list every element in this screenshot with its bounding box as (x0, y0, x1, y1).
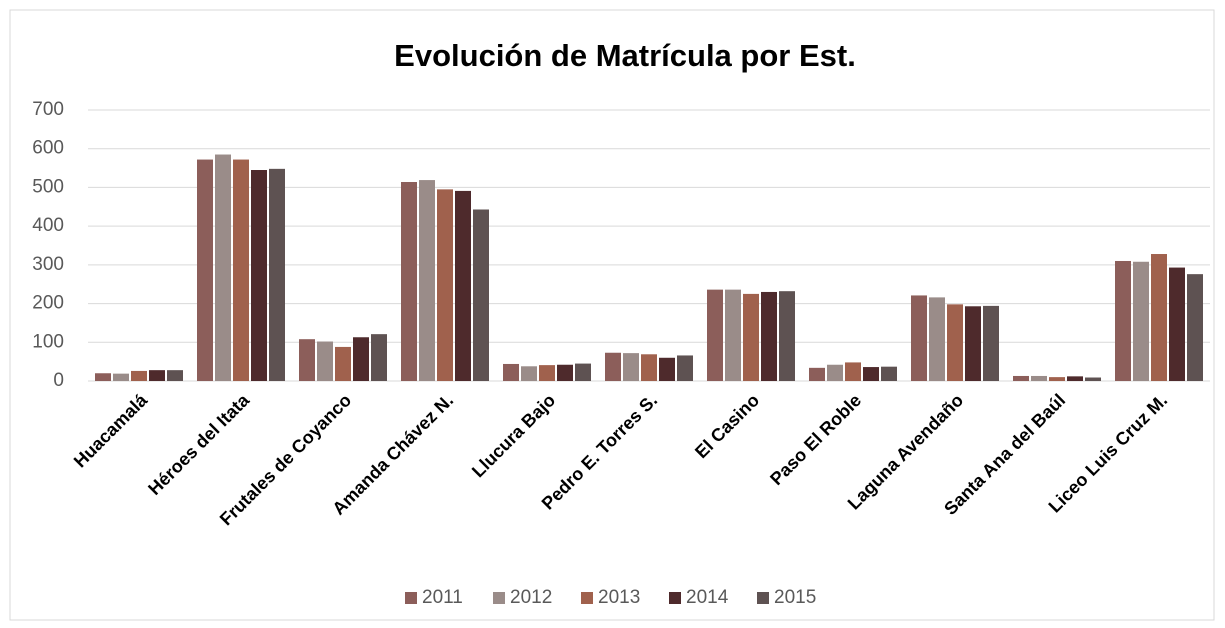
bar (1133, 261, 1149, 381)
legend-label: 2011 (422, 587, 463, 608)
bar (1067, 376, 1083, 381)
legend-swatch (581, 592, 593, 604)
legend-swatch (669, 592, 681, 604)
bar (1115, 260, 1131, 381)
bar (725, 289, 741, 381)
bar (197, 159, 213, 381)
bar (779, 291, 795, 381)
bar (809, 367, 825, 381)
bar (707, 289, 723, 381)
bar (827, 364, 843, 381)
bar (317, 341, 333, 381)
bar (1151, 254, 1167, 381)
y-tick-label: 600 (32, 138, 64, 159)
bar (845, 362, 861, 381)
bar (521, 366, 537, 381)
bar (677, 355, 693, 381)
bar (131, 370, 147, 381)
bar (947, 304, 963, 381)
bar (539, 365, 555, 381)
bar (167, 370, 183, 381)
bar (557, 364, 573, 381)
legend-swatch (405, 592, 417, 604)
bar (743, 293, 759, 381)
bar (95, 373, 111, 381)
legend-label: 2015 (774, 587, 816, 608)
bar (1169, 267, 1185, 381)
bar (473, 209, 489, 381)
bar (575, 363, 591, 381)
bar (149, 370, 165, 381)
bar (881, 366, 897, 381)
chart-frame (9, 9, 1215, 621)
bar (863, 367, 879, 381)
bar (659, 357, 675, 381)
chart-title: Evolución de Matrícula por Est. (394, 38, 856, 73)
bar (251, 170, 267, 381)
bar (1187, 274, 1203, 381)
bar (965, 306, 981, 381)
legend-label: 2013 (598, 587, 640, 608)
bar (641, 354, 657, 381)
bar (503, 363, 519, 381)
bar (269, 168, 285, 381)
y-tick-label: 400 (32, 215, 64, 236)
y-tick-label: 700 (32, 99, 64, 120)
bar (1049, 377, 1065, 381)
bar (1031, 375, 1047, 381)
bar (353, 337, 369, 381)
legend-swatch (757, 592, 769, 604)
bar (299, 339, 315, 381)
y-tick-label: 0 (53, 370, 64, 391)
bar (929, 297, 945, 381)
bar (623, 353, 639, 381)
y-tick-label: 200 (32, 293, 64, 314)
bar (215, 154, 231, 381)
y-tick-label: 500 (32, 176, 64, 197)
bar (605, 352, 621, 381)
legend-label: 2012 (510, 587, 552, 608)
bar (335, 346, 351, 381)
y-tick-label: 100 (32, 331, 64, 352)
bar (419, 180, 435, 381)
bar (401, 182, 417, 381)
bar (1013, 375, 1029, 381)
bar (911, 295, 927, 381)
bar (113, 373, 129, 381)
y-tick-label: 300 (32, 254, 64, 275)
bar (1085, 377, 1101, 381)
legend-swatch (493, 592, 505, 604)
bar (455, 190, 471, 381)
legend-label: 2014 (686, 587, 729, 608)
bar (371, 334, 387, 381)
bar (437, 189, 453, 381)
bar (761, 291, 777, 381)
bar (233, 159, 249, 381)
bar (983, 305, 999, 381)
